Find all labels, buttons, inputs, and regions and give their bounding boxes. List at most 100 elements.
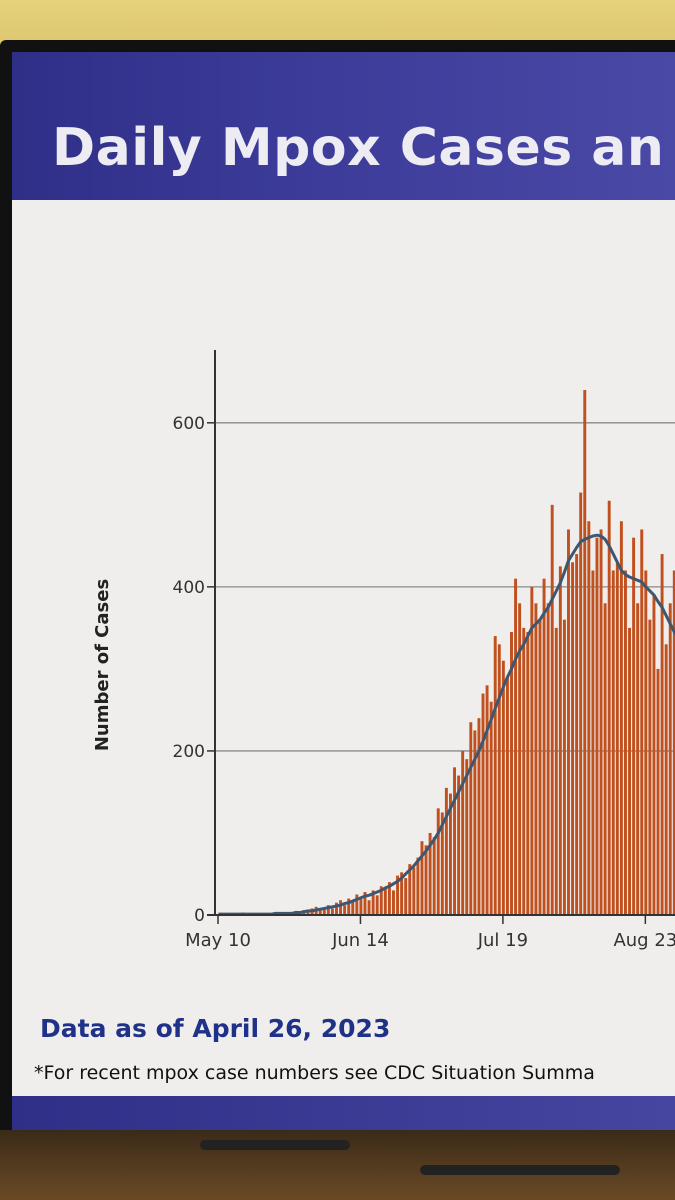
bar <box>400 872 404 915</box>
bar <box>526 631 530 915</box>
bar <box>412 867 416 915</box>
bar <box>416 857 420 915</box>
bar <box>339 900 343 915</box>
bar <box>611 570 615 915</box>
x-tick-label: Jul 19 <box>477 930 528 951</box>
bar <box>367 900 371 915</box>
y-ticks: 0 200 400 600 <box>173 414 215 926</box>
bar <box>432 837 436 915</box>
bar <box>424 845 428 915</box>
bar <box>392 890 395 915</box>
bar <box>396 875 400 916</box>
bar <box>550 504 554 915</box>
x-tick-label: May 10 <box>185 930 251 951</box>
y-tick-label: 0 <box>194 906 205 926</box>
bar <box>493 636 497 915</box>
bar <box>469 722 473 915</box>
bar <box>505 677 509 915</box>
bar <box>306 910 310 915</box>
bar <box>660 554 664 915</box>
bottom-band <box>12 1096 675 1132</box>
bar <box>571 562 575 915</box>
slide-title: Daily Mpox Cases an <box>52 118 665 178</box>
slide-screen: Daily Mpox Cases an 0 200 400 600 May 10 Jun… <box>12 52 675 1132</box>
bar <box>628 627 631 915</box>
bar <box>444 787 448 915</box>
data-as-of-note: Data as of April 26, 2023 <box>40 1014 391 1043</box>
bar <box>567 529 570 915</box>
bar <box>522 627 526 915</box>
bar-series <box>217 390 675 916</box>
bar <box>465 759 469 915</box>
bar <box>473 730 477 915</box>
bar <box>326 905 330 915</box>
bar <box>599 529 603 915</box>
bar <box>591 570 595 915</box>
bar <box>440 812 444 915</box>
bar <box>587 521 591 915</box>
bar <box>420 841 424 915</box>
bar <box>668 603 672 915</box>
bar <box>351 901 355 916</box>
bar <box>514 578 518 915</box>
bar <box>562 619 566 915</box>
x-tick-label: Jun 14 <box>331 930 389 951</box>
bar <box>579 492 583 915</box>
bar <box>534 603 538 915</box>
bar <box>461 750 465 915</box>
bar <box>644 570 648 915</box>
y-axis-label: Number of Cases <box>92 579 113 751</box>
bar <box>343 905 347 915</box>
bar <box>335 902 338 915</box>
bar <box>375 895 379 915</box>
cable <box>200 1140 350 1150</box>
bar <box>322 907 326 915</box>
bar <box>648 619 652 915</box>
bar <box>575 554 579 915</box>
y-tick-label: 600 <box>173 414 205 434</box>
bar <box>481 693 485 915</box>
bar <box>497 644 501 915</box>
bar <box>542 578 546 915</box>
bar <box>636 603 640 915</box>
x-ticks: May 10 Jun 14 Jul 19 Aug 23 <box>185 915 675 951</box>
bar <box>640 529 644 915</box>
bar <box>510 631 513 915</box>
bar <box>664 644 668 915</box>
bar <box>371 890 375 915</box>
bar <box>359 896 363 915</box>
bar <box>453 767 456 915</box>
bar <box>595 537 599 915</box>
bar <box>428 832 432 915</box>
bar <box>558 566 562 915</box>
cable <box>420 1165 620 1175</box>
bar <box>489 701 493 915</box>
bar <box>518 603 522 915</box>
bar <box>530 586 534 916</box>
bar <box>408 864 412 915</box>
bar <box>363 892 367 915</box>
bar <box>672 570 675 915</box>
bar <box>501 660 505 915</box>
bar <box>603 603 607 915</box>
bar <box>330 908 334 915</box>
mpox-chart: 0 200 400 600 May 10 Jun 14 Jul 19 Aug 23 Numb… <box>92 350 675 951</box>
footnote: *For recent mpox case numbers see CDC Si… <box>34 1062 595 1084</box>
bar <box>607 500 611 915</box>
bar <box>379 886 383 915</box>
title-band <box>12 52 675 200</box>
bar <box>652 595 656 915</box>
bar <box>347 898 351 915</box>
bar <box>387 882 391 915</box>
average-line <box>218 533 675 916</box>
bar <box>546 603 550 915</box>
bar <box>624 570 627 915</box>
bar <box>615 562 619 915</box>
bar <box>619 521 623 915</box>
bar <box>632 537 636 915</box>
bar <box>485 685 489 915</box>
bar <box>457 775 461 915</box>
bar <box>404 878 408 915</box>
bar <box>318 910 322 915</box>
bar <box>538 619 542 915</box>
